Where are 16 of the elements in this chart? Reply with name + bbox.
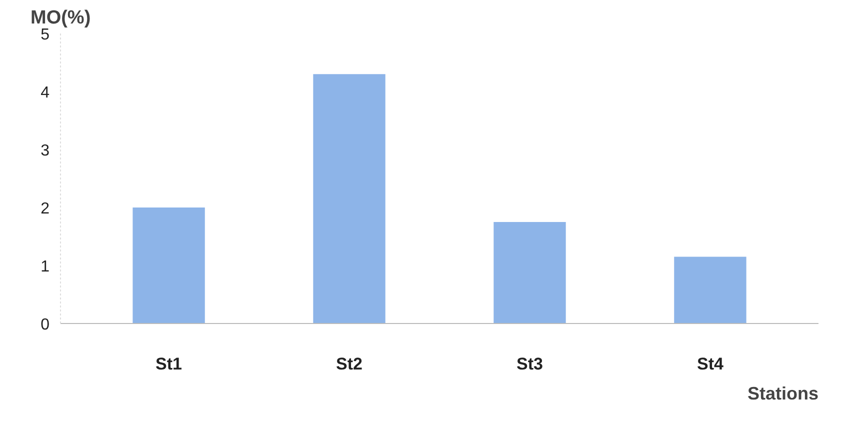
bar — [674, 256, 746, 324]
x-axis-title: Stations — [747, 384, 819, 404]
y-tick-label: 1 — [40, 258, 50, 276]
y-axis-title: MO(%) — [30, 8, 91, 28]
x-tick-label: St3 — [516, 354, 543, 374]
y-tick-label: 5 — [40, 26, 50, 44]
y-tick-label: 0 — [40, 316, 50, 334]
x-tick-label: St2 — [336, 354, 363, 374]
y-tick-label: 3 — [40, 142, 50, 160]
y-tick-label: 2 — [40, 200, 50, 218]
x-tick-label: St1 — [156, 354, 182, 374]
x-tick-label: St4 — [696, 354, 724, 374]
bar — [313, 74, 386, 324]
bar — [132, 208, 205, 324]
bar — [494, 222, 566, 324]
y-tick-label: 4 — [40, 84, 50, 102]
